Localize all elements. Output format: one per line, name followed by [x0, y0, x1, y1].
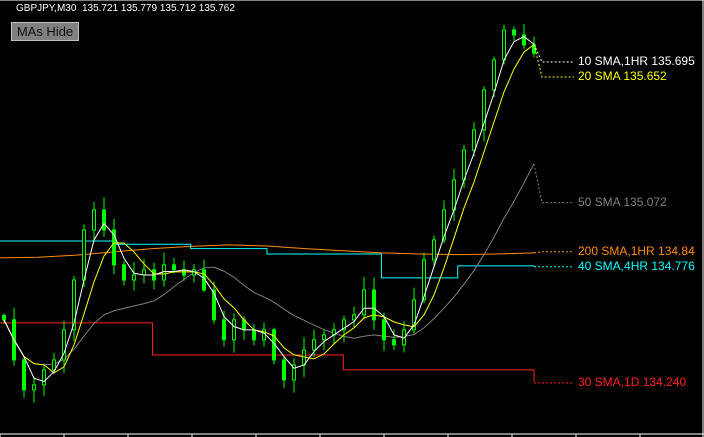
candle-body	[512, 29, 516, 36]
candle-body	[462, 149, 466, 181]
candle-body	[352, 314, 356, 321]
candle-body	[212, 289, 216, 321]
sma-200-1hr-line	[0, 244, 535, 259]
sma-50-line	[3, 163, 535, 366]
candle-body	[42, 369, 46, 386]
candle-body	[82, 229, 86, 281]
ma-label: 200 SMA,1HR 134.84	[578, 243, 695, 258]
candle-body	[422, 259, 426, 301]
candle-body	[362, 289, 366, 316]
ma-label: 50 SMA 135.072	[578, 194, 667, 209]
candle-body	[442, 209, 446, 241]
ma-label-connector	[533, 44, 574, 78]
candle-body	[432, 239, 436, 261]
candle-body	[492, 59, 496, 91]
candle-body	[522, 34, 526, 46]
candle-body	[72, 279, 76, 331]
candle-body	[112, 229, 116, 266]
ma-label-connector	[533, 163, 574, 204]
ma-label: 10 SMA,1HR 135.695	[578, 53, 695, 68]
candle-body	[252, 329, 256, 341]
candle-body	[2, 315, 6, 321]
candle-body	[412, 299, 416, 331]
candle-body	[132, 274, 136, 281]
sma-20-line	[3, 44, 535, 374]
candle-body	[32, 384, 36, 391]
candle-body	[92, 209, 96, 231]
candle-body	[142, 269, 146, 276]
candle-body	[322, 334, 326, 341]
candle-body	[102, 209, 106, 231]
ohlc-values: 135.721 135.779 135.712 135.762	[81, 3, 235, 14]
candle-body	[122, 264, 126, 281]
ma-label-connector	[533, 251, 574, 254]
ma-label: 30 SMA,1D 134.240	[578, 374, 687, 389]
candle-body	[182, 269, 186, 276]
mas-hide-button[interactable]: MAs Hide	[11, 22, 79, 41]
symbol-ohlc-header: GBPJPY,M30 135.721 135.779 135.712 135.7…	[16, 3, 235, 15]
candle-body	[282, 359, 286, 381]
candle-body	[62, 329, 66, 361]
candle-body	[22, 359, 26, 391]
candle-body	[222, 319, 226, 341]
candle-body	[472, 129, 476, 151]
candle-body	[482, 89, 486, 131]
ma-label: 20 SMA 135.652	[578, 68, 667, 83]
sma-10-1hr-line	[3, 36, 535, 383]
symbol-timeframe: GBPJPY,M30	[16, 3, 77, 14]
sma-40-4hr-line	[0, 240, 535, 279]
candle-body	[172, 264, 176, 271]
candle-body	[502, 29, 506, 61]
candle-body	[372, 289, 376, 321]
candle-body	[382, 319, 386, 341]
candle-body	[52, 359, 56, 371]
sma-30-1d-line	[0, 322, 535, 382]
ma-label: 40 SMA,4HR 134.776	[578, 258, 695, 273]
candle-body	[342, 319, 346, 331]
candle-body	[292, 364, 296, 381]
candle-body	[392, 339, 396, 346]
candle-body	[312, 339, 316, 351]
ma-label-connector	[533, 44, 574, 63]
candle-body	[232, 319, 236, 341]
